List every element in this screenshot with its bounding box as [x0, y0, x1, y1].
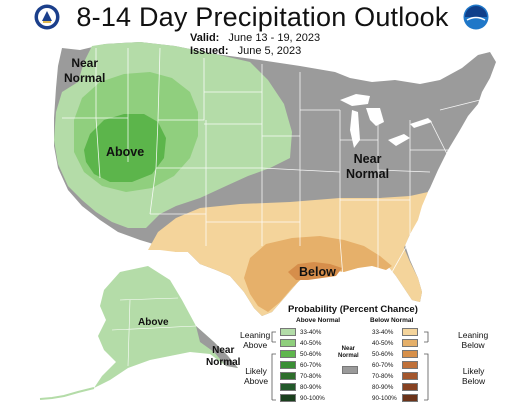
valid-label: Valid: [190, 32, 220, 44]
map-title: 8-14 Day Precipitation Outlook [76, 2, 449, 32]
date-block: Valid: June 13 - 19, 2023 Issued: June 5… [190, 32, 320, 58]
legend-above-range: 40-50% [300, 340, 322, 347]
probability-legend: Probability (Percent Chance) Above Norma… [238, 300, 523, 404]
legend-above-swatch [280, 339, 296, 347]
issued-value: June 5, 2023 [237, 45, 302, 57]
legend-above-header: Above Normal [296, 317, 341, 324]
legend-below-swatch [402, 361, 418, 369]
legend-below-swatch [402, 328, 418, 336]
legend-below-header: Below Normal [370, 317, 414, 324]
legend-leaning-above: Leaning Above [240, 330, 271, 350]
legend-near-normal-swatch [342, 366, 358, 374]
legend-above-range: 80-90% [300, 384, 322, 391]
legend-above-range: 50-60% [300, 351, 322, 358]
label-near-normal-alaska: Near Normal [206, 345, 241, 368]
alaska-above-region [94, 266, 238, 388]
legend-below-swatch [402, 383, 418, 391]
great-lakes [340, 94, 432, 148]
noaa-logo [463, 4, 489, 30]
issued-row: Issued: June 5, 2023 [190, 45, 320, 58]
legend-below-swatch [402, 339, 418, 347]
legend-likely-below: Likely Below [462, 366, 486, 386]
valid-value: June 13 - 19, 2023 [228, 32, 321, 44]
legend-brackets [271, 331, 429, 401]
issued-label: Issued: [190, 45, 229, 57]
legend-below-range: 60-70% [372, 362, 394, 369]
legend-likely-above: Likely Above [244, 366, 269, 386]
label-near-normal-northwest: Near Normal [64, 56, 106, 85]
legend-above-swatch [280, 328, 296, 336]
legend-above-range: 90-100% [300, 395, 325, 402]
below-50-60-region [288, 262, 342, 280]
noaa-seal-logo [34, 4, 60, 30]
legend-below-range: 33-40% [372, 329, 394, 336]
legend-above-swatch [280, 350, 296, 358]
valid-row: Valid: June 13 - 19, 2023 [190, 32, 320, 45]
legend-above-swatch [280, 361, 296, 369]
legend-above-range: 33-40% [300, 329, 322, 336]
label-below-gulf: Below [299, 265, 336, 279]
alaska-near-normal-region [196, 326, 238, 368]
legend-title: Probability (Percent Chance) [288, 304, 418, 315]
above-50-60-region [84, 114, 166, 182]
label-near-normal-east: Near Normal [346, 152, 390, 181]
aleutian-islands [39, 387, 95, 400]
alaska-divisions [111, 297, 197, 367]
legend-above-swatch [280, 383, 296, 391]
legend-above-range: 70-80% [300, 373, 322, 380]
legend-above-swatch [280, 394, 296, 402]
label-above-west: Above [106, 145, 145, 159]
legend-below-swatch [402, 394, 418, 402]
legend-below-swatch [402, 350, 418, 358]
legend-leaning-below: Leaning Below [458, 330, 489, 350]
legend-above-range: 60-70% [300, 362, 322, 369]
legend-below-range: 50-60% [372, 351, 394, 358]
label-above-alaska: Above [138, 317, 169, 328]
legend-below-range: 40-50% [372, 340, 394, 347]
legend-below-range: 80-90% [372, 384, 394, 391]
legend-near-normal-label: Near Normal [338, 346, 359, 359]
legend-below-swatch [402, 372, 418, 380]
legend-above-swatch [280, 372, 296, 380]
legend-below-range: 70-80% [372, 373, 394, 380]
below-40-50-region [244, 236, 392, 312]
legend-below-range: 90-100% [372, 395, 397, 402]
